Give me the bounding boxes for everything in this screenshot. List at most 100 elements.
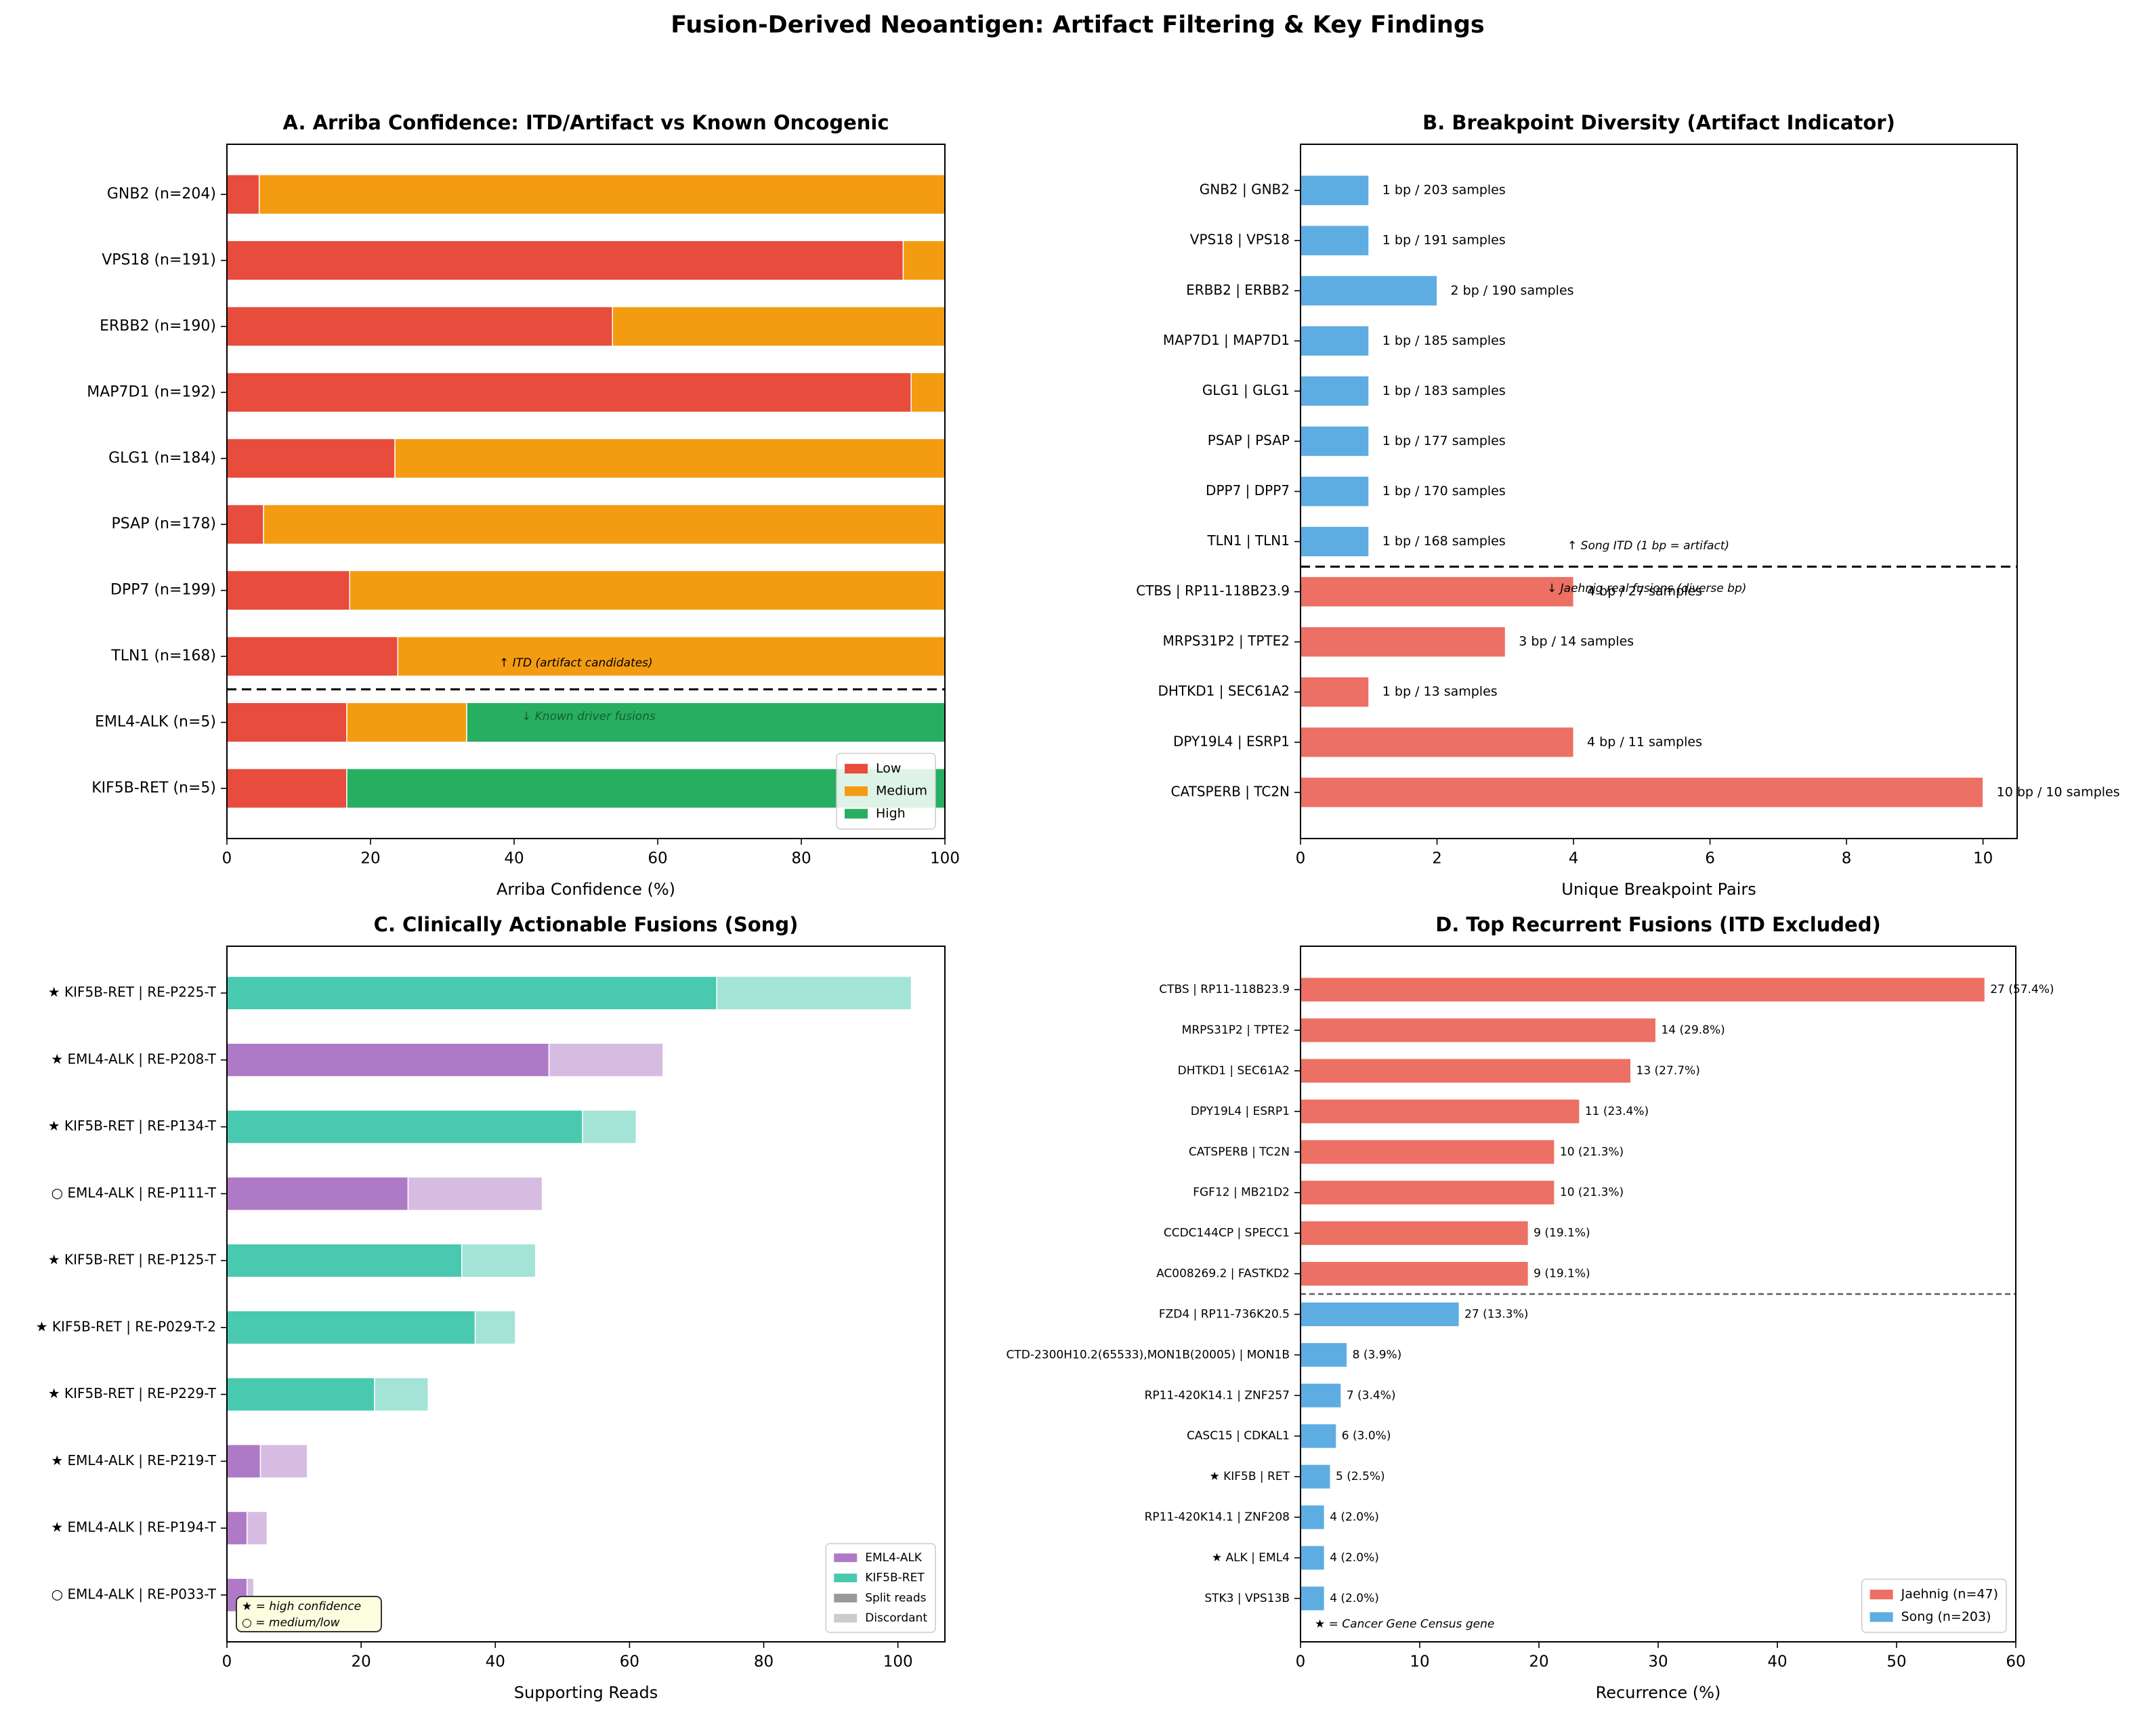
y-tick-label: DHTKD1 | SEC61A2 (1178, 1064, 1290, 1078)
y-tick-label: MRPS31P2 | TPTE2 (1182, 1023, 1290, 1037)
legend-label: KIF5B-RET (865, 1571, 925, 1585)
y-tick-label: ★ EML4-ALK | RE-P219-T (51, 1452, 217, 1468)
y-tick-label: MAP7D1 (n=192) (87, 383, 216, 400)
bar-segment (226, 438, 396, 479)
legend-swatch (834, 1594, 858, 1603)
bar-segment (910, 372, 946, 413)
bar (1300, 275, 1438, 306)
bar-segment (226, 504, 264, 545)
legend: Low Medium High (836, 753, 936, 830)
bar-segment (349, 570, 946, 611)
y-tick-label: ★ KIF5B-RET | RE-P125-T (48, 1252, 217, 1268)
bar-segment (226, 1243, 463, 1278)
bar (1300, 1382, 1342, 1408)
x-tick-label: 40 (1767, 1653, 1787, 1671)
x-axis-label: Recurrence (%) (1596, 1683, 1721, 1702)
bar-segment (461, 1243, 536, 1278)
value-label: 8 (3.9%) (1353, 1348, 1402, 1361)
bar (1300, 626, 1506, 658)
value-label: 1 bp / 183 samples (1382, 383, 1506, 398)
panel-title: B. Breakpoint Diversity (Artifact Indica… (1422, 111, 1895, 134)
legend-swatch (1869, 1590, 1893, 1600)
x-tick-label: 20 (351, 1653, 371, 1671)
bar (1300, 1139, 1555, 1165)
bar (1300, 1058, 1632, 1084)
bar-segment (397, 636, 946, 677)
bar (1300, 1586, 1325, 1611)
bar-segment (374, 1377, 429, 1412)
bar (1300, 425, 1370, 457)
x-tick-label: 50 (1886, 1653, 1906, 1671)
bar (1300, 175, 1370, 206)
value-label: 14 (29.8%) (1661, 1023, 1725, 1037)
x-tick-label: 100 (883, 1653, 913, 1671)
y-tick-label: RP11-420K14.1 | ZNF257 (1145, 1389, 1290, 1402)
y-tick-label: PSAP (n=178) (112, 515, 216, 532)
bar-segment (226, 1176, 409, 1211)
x-tick-label: 40 (486, 1653, 505, 1671)
value-label: 10 bp / 10 samples (1997, 784, 2120, 799)
legend-label: Split reads (865, 1591, 926, 1605)
bar-segment (258, 174, 946, 215)
bar-segment (582, 1109, 637, 1145)
bar (1300, 1423, 1337, 1449)
y-tick-label: ★ KIF5B-RET | RE-P029-T-2 (36, 1318, 216, 1334)
value-label: 10 (21.3%) (1560, 1186, 1624, 1200)
x-tick-label: 20 (360, 850, 380, 868)
plot-frame (226, 144, 946, 839)
y-tick-label: ERBB2 | ERBB2 (1186, 282, 1290, 298)
bar-segment (263, 504, 946, 545)
x-tick-label: 10 (1973, 850, 1993, 868)
y-tick-label: TLN1 | TLN1 (1206, 532, 1290, 549)
y-tick-label: FZD4 | RP11-736K20.5 (1159, 1307, 1290, 1321)
value-label: 1 bp / 177 samples (1382, 433, 1506, 448)
bar (1300, 1545, 1325, 1571)
bar (1300, 576, 1574, 608)
annotation: ↓ Known driver fusions (522, 710, 656, 723)
value-label: 27 (57.4%) (1990, 983, 2054, 996)
legend-box (825, 1543, 936, 1633)
legend-swatch (845, 786, 868, 797)
value-label: 3 bp / 14 samples (1519, 634, 1634, 649)
y-tick-label: ★ KIF5B-RET | RE-P229-T (48, 1385, 217, 1401)
y-tick-label: ○ EML4-ALK | RE-P033-T (51, 1586, 217, 1602)
annotation: ↑ ITD (artifact candidates) (499, 656, 653, 670)
bar (1300, 526, 1370, 557)
x-tick-label: 10 (1410, 1653, 1429, 1671)
bar-segment (226, 767, 347, 809)
legend-label: Low (876, 761, 901, 776)
bar (1300, 1180, 1555, 1206)
value-label: 4 bp / 27 samples (1587, 584, 1702, 599)
bar-segment (226, 1109, 583, 1145)
annotation: ↓ Jaehnig real fusions (diverse bp) (1547, 582, 1746, 595)
bar (1300, 727, 1574, 758)
bar-segment (466, 702, 946, 743)
legend-label: Song (n=203) (1901, 1609, 1991, 1624)
x-axis-label: Arriba Confidence (%) (496, 880, 675, 899)
bar-segment (226, 240, 904, 281)
y-tick-label: ★ EML4-ALK | RE-P208-T (51, 1051, 217, 1067)
x-tick-label: 8 (1842, 850, 1852, 868)
bar (1300, 1099, 1580, 1124)
value-label: 5 (2.5%) (1336, 1470, 1385, 1483)
legend-swatch (845, 763, 868, 774)
bar-segment (346, 702, 467, 743)
plot-frame (1300, 144, 2018, 839)
x-tick-label: 0 (1296, 1653, 1306, 1671)
x-tick-label: 80 (791, 850, 811, 868)
x-tick-label: 80 (754, 1653, 774, 1671)
bar-segment (474, 1310, 516, 1345)
y-tick-label: ★ ALK | EML4 (1212, 1551, 1290, 1565)
legend: Jaehnig (n=47) Song (n=203) (1861, 1578, 2007, 1633)
value-label: 1 bp / 170 samples (1382, 484, 1506, 499)
annotation: ★ = Cancer Gene Census gene (1315, 1617, 1494, 1631)
legend: EML4-ALK KIF5B-RET Split reads Discordant (825, 1543, 936, 1633)
bar-segment (226, 305, 613, 347)
y-tick-label: DPP7 (n=199) (110, 582, 216, 599)
annotation: ★ = high confidence (242, 1600, 361, 1613)
bar-segment (407, 1176, 543, 1211)
value-label: 1 bp / 185 samples (1382, 333, 1506, 348)
figure-title: Fusion-Derived Neoantigen: Artifact Filt… (671, 12, 1484, 39)
